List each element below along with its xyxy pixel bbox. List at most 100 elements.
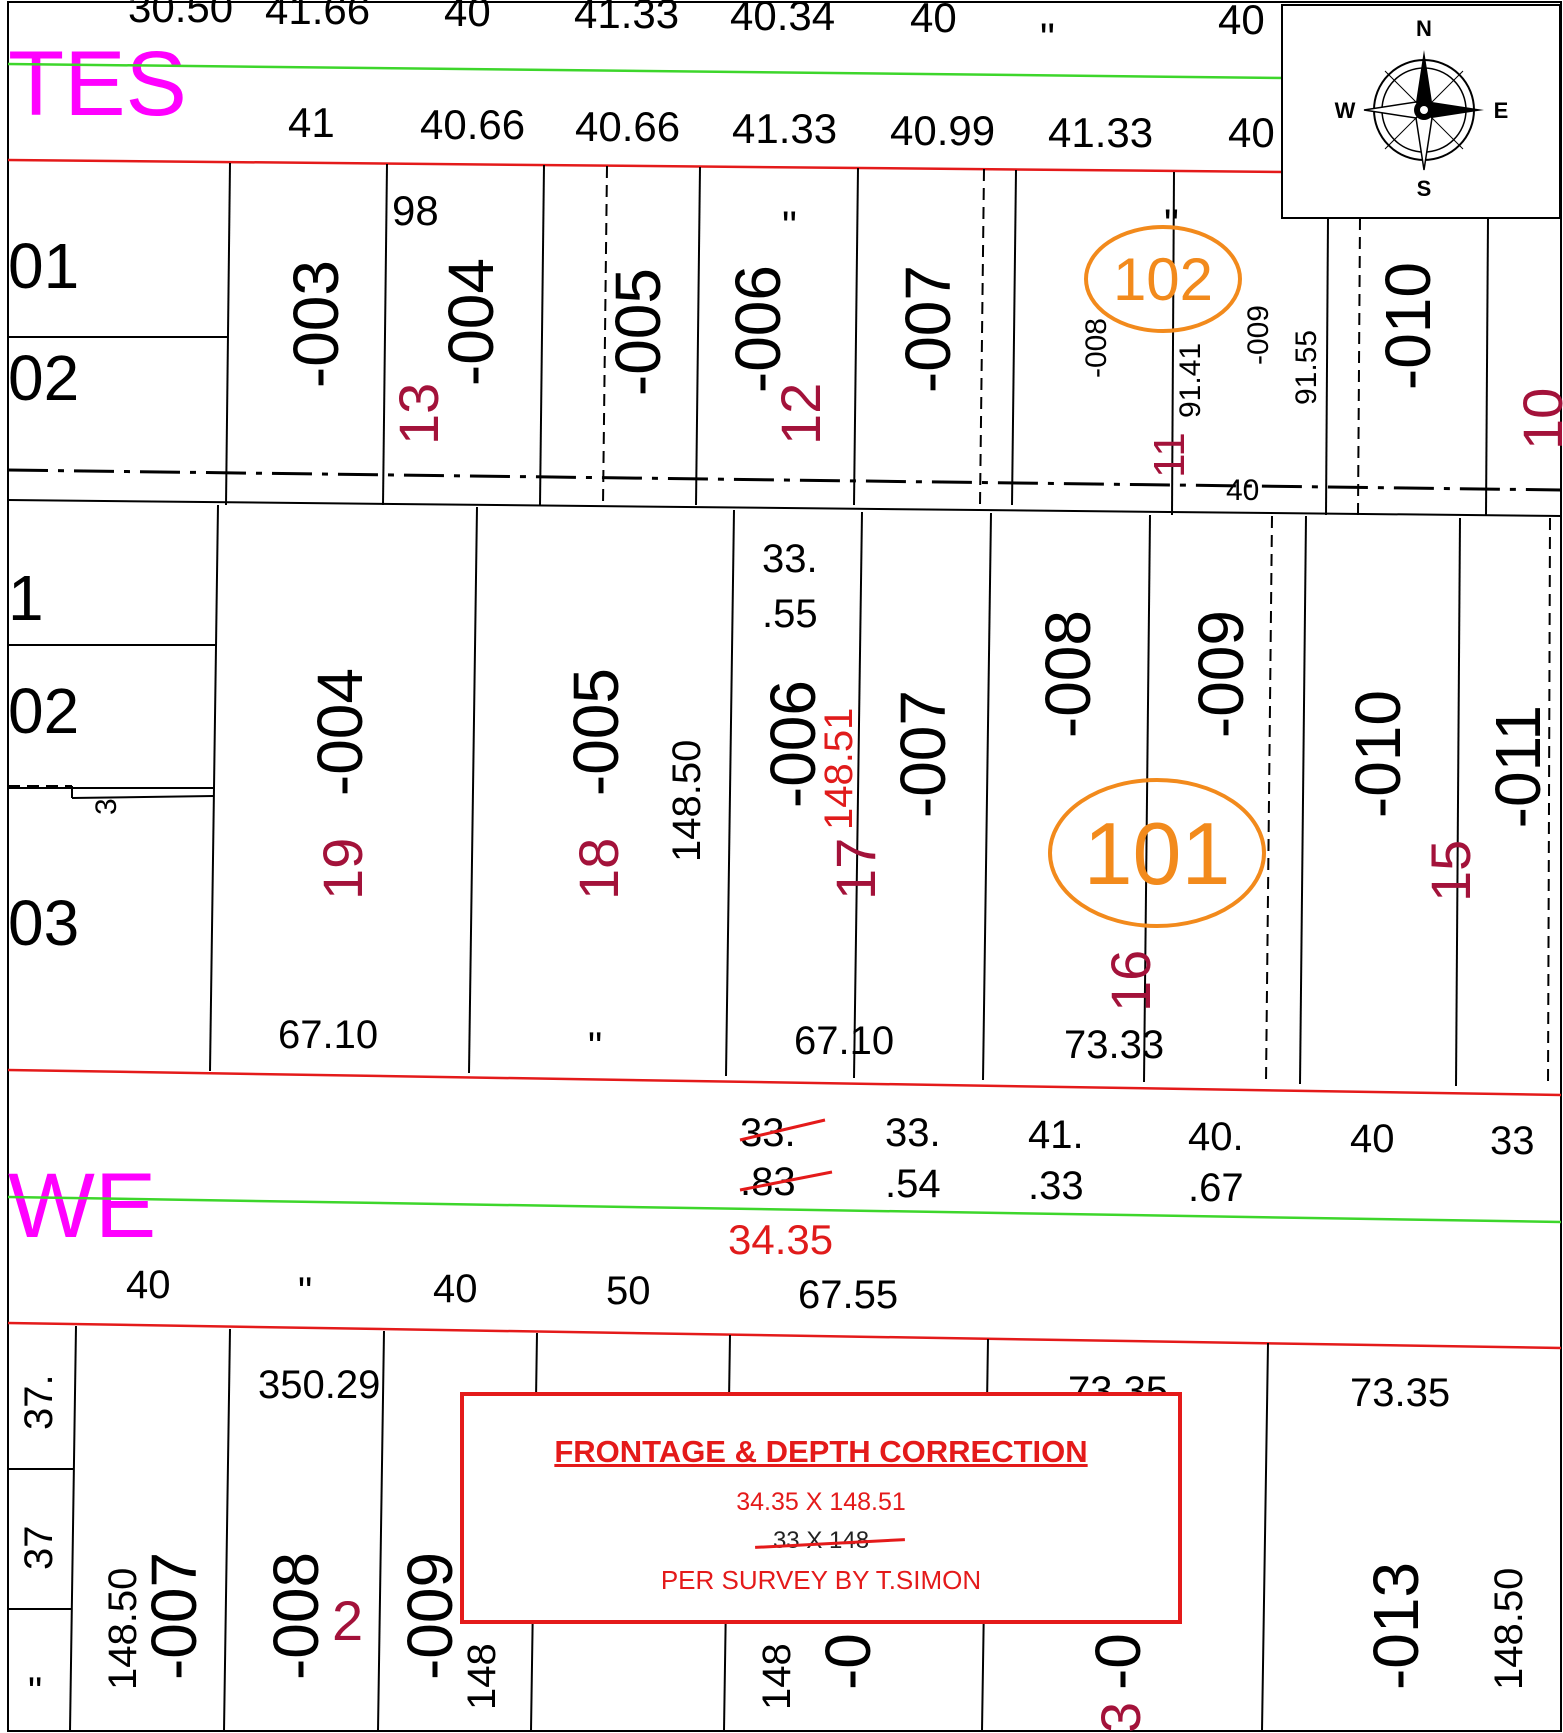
parcel-number: -007 (138, 1552, 210, 1680)
frontage: 40 (1218, 0, 1265, 43)
frontage: 30.50 (128, 0, 233, 31)
row-line-upper (7, 158, 1286, 174)
middle-row-parcels: 1 02 03 3 -004 -005 -006 -007 -008 -009 … (8, 537, 1554, 1069)
correction-old-dimensions: 33 X 148 (772, 1527, 870, 1554)
parcel-number: -005 (560, 668, 632, 796)
parcel-number-left: 02 (8, 342, 79, 414)
frontage: 41.33 (732, 105, 837, 152)
frontage: .67 (1188, 1166, 1244, 1210)
frontage: 40.66 (575, 103, 680, 150)
strike-line (739, 1118, 826, 1142)
parcel-number: -013 (1360, 1562, 1432, 1690)
depth-label: 148.50 (665, 740, 709, 862)
frontage: 67.10 (794, 1019, 894, 1063)
block-circle-lower (1048, 778, 1266, 928)
top-frontages-b: 41 40.66 40.66 41.33 40.99 41.33 40 (288, 99, 1275, 156)
lot-number: 11 (1145, 432, 1194, 478)
frontage: 33. (885, 1111, 941, 1155)
compass-rose: N S E W (1281, 4, 1561, 219)
frontage: .54 (885, 1162, 941, 1206)
ditto-mark: " (298, 1270, 312, 1314)
lot-number: 17 (824, 838, 887, 900)
compass-south: S (1417, 176, 1432, 201)
parcel-number: -009 (1185, 610, 1257, 738)
parcel-number: -010 (1372, 262, 1444, 390)
lot-number: 3 (1089, 1702, 1152, 1733)
frontage: .55 (762, 592, 818, 636)
depth-label: 148.50 (1487, 1568, 1531, 1690)
corrected-frontage: 34.35 (728, 1216, 833, 1263)
parcel-number: -004 (435, 258, 507, 386)
frontage: 40.99 (890, 107, 995, 154)
parcel-number: -011 (1482, 705, 1554, 828)
lot-number: 16 (1099, 950, 1162, 1012)
street-frontages-bottom: 40 " 40 50 67.55 (126, 1263, 898, 1317)
frontage: 67.55 (798, 1273, 898, 1317)
parcel-number: -003 (280, 260, 352, 388)
top-frontages-a: 30.50 41.66 40 41.33 40.34 40 " 40 (128, 0, 1265, 61)
parcel-number: -004 (304, 668, 376, 796)
parcel-number: -0 (812, 1633, 884, 1690)
ditto-mark: " (1164, 200, 1179, 247)
corrected-depth: 148.51 (817, 708, 861, 830)
frontage: 41.33 (574, 0, 679, 37)
parcel-number: -008 (1080, 318, 1113, 378)
street-centerline-upper (7, 62, 1286, 80)
ditto-mark: " (28, 1670, 42, 1714)
parcel-number: -006 (722, 265, 794, 393)
correction-note-box: FRONTAGE & DEPTH CORRECTION 34.35 X 148.… (460, 1392, 1182, 1624)
frontage: 73.35 (1350, 1371, 1450, 1415)
compass-east: E (1494, 98, 1509, 123)
frontage: 40 (433, 1267, 478, 1311)
ditto-mark: " (1040, 14, 1055, 61)
block-number-lower: 101 (1084, 804, 1231, 903)
frontage: 73.33 (1064, 1023, 1164, 1067)
frontage: 41.33 (1048, 109, 1153, 156)
middle-row-lot-lines (8, 504, 1551, 1089)
frontage: 40 (1350, 1117, 1395, 1161)
small-label: 3 (90, 798, 123, 815)
parcel-number: -0 (1082, 1633, 1154, 1690)
lot-number: 19 (311, 838, 374, 900)
lot-number: 12 (769, 383, 832, 445)
lot-number: 2 (332, 1589, 363, 1652)
compass-west: W (1335, 98, 1356, 123)
compass-icon: N S E W (1335, 16, 1509, 201)
frontage: 33. (762, 537, 818, 581)
block-circle-upper (1084, 225, 1242, 333)
frontage: 40 (910, 0, 957, 41)
parcel-number: -007 (892, 265, 964, 393)
parcel-number-left: 01 (8, 230, 79, 302)
lot-number: 10 (1511, 388, 1563, 450)
bottom-row-labels: 37. 37 " 350.29 73.35 73.35 148.50 148.5… (17, 1363, 1531, 1733)
frontage: 37 (17, 1526, 61, 1571)
depth-label: 148 (460, 1643, 504, 1710)
compass-north: N (1416, 16, 1432, 41)
parcel-number: -010 (1342, 690, 1414, 818)
top-row-lot-lines (7, 162, 1562, 517)
top-row-parcels: -003 -004 -005 -006 -007 -008 -009 -010 … (8, 187, 1555, 507)
depth-label: 148 (755, 1643, 799, 1710)
correction-note-title: FRONTAGE & DEPTH CORRECTION (554, 1434, 1088, 1469)
street-name-upper: TES (8, 33, 187, 135)
parcel-number: -007 (887, 690, 959, 818)
frontage: 41.66 (265, 0, 370, 33)
row-line-middle (7, 1068, 1562, 1097)
frontage: 40 (1226, 474, 1259, 507)
top-row-lot-numbers: 13 12 11 10 (387, 383, 1563, 478)
row-line-lower (7, 1321, 1562, 1350)
parcel-number: -005 (602, 268, 674, 396)
lot-number: 13 (387, 383, 450, 445)
depth-label: 350.29 (258, 1363, 380, 1407)
frontage: 33 (1490, 1119, 1535, 1163)
frontage: 40 (444, 0, 491, 35)
depth-label: 91.41 (1174, 343, 1207, 418)
frontage: 40 (1228, 109, 1275, 156)
frontage: 40. (1188, 1115, 1244, 1159)
block-number-upper: 102 (1113, 246, 1213, 313)
parcel-number: -008 (260, 1552, 332, 1680)
parcel-number: -008 (1032, 610, 1104, 738)
frontage: 41 (288, 99, 335, 146)
frontage: 40.66 (420, 101, 525, 148)
parcel-number: -006 (757, 680, 829, 808)
